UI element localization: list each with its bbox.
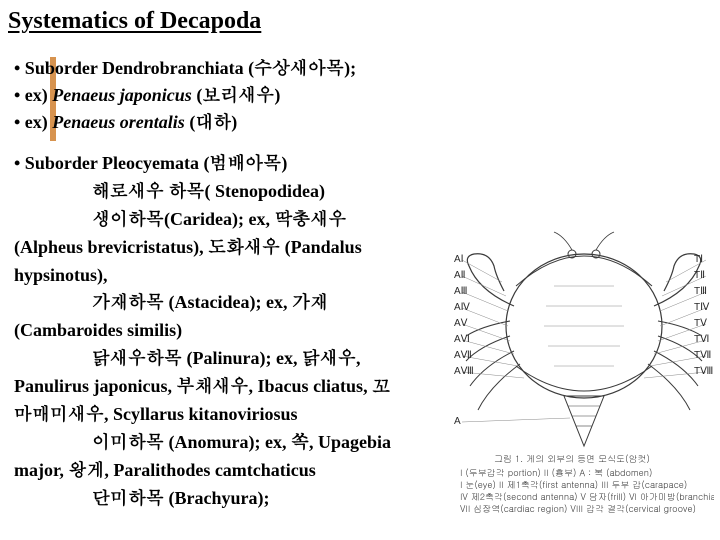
s2-l9: Panulirus japonicus, 부채새우, Ibacus cliatu… [14,373,458,401]
crab-illustration: AⅠ AⅡ AⅢ AⅣ AⅤ AⅥ AⅦ AⅧ A TⅠ TⅡ TⅢ TⅣ TⅤ… [454,196,714,526]
label-a4: AⅣ [454,302,471,313]
s2-l12: major, 왕게, Paralithodes camtchaticus [14,457,458,485]
label-a3: AⅢ [454,286,468,297]
s2-l10: 마매미새우, Scyllarus kitanoviriosus [14,401,458,429]
s2-l1: • Suborder Pleocyemata (범배아목) [14,150,458,178]
label-t7: TⅦ [694,350,711,361]
label-a2: AⅡ [454,270,466,281]
line2-post: (보리새우) [192,85,281,105]
line3-italic: Penaeus orentalis [52,112,185,132]
s2-l6: 가재하목 (Astacidea); ex, 가재 [14,289,458,317]
label-a6: AⅥ [454,334,470,345]
label-t8: TⅧ [694,366,713,377]
s2-l3: 생이하목(Caridea); ex, 딱총새우 [14,206,458,234]
s2-l13: 단미하목 (Brachyura); [14,485,458,513]
label-a: A [454,416,461,427]
section-dendrobranchiata: • Suborder Dendrobranchiata (수상새아목); • e… [8,55,712,136]
line3-post: (대하) [185,112,238,132]
bullet-line-1: • Suborder Dendrobranchiata (수상새아목); [14,55,712,82]
label-t1: TⅠ [694,254,703,265]
s2-l4: (Alpheus brevicristatus), 도화새우 (Pandalus [14,234,458,262]
bullet-line-2: • ex) Penaeus japonicus (보리새우) [14,82,712,109]
label-a1: AⅠ [454,254,464,265]
figure-caption-main: 그림 1. 게의 외부의 등면 모식도(암컷) [494,452,650,465]
label-t3: TⅢ [694,286,707,297]
s2-l7: (Cambaroides similis) [14,317,458,345]
line2-italic: Penaeus japonicus [52,85,192,105]
s2-l2: 해로새우 하목( Stenopodidea) [14,178,458,206]
label-a8: AⅧ [454,366,474,377]
label-a7: AⅦ [454,350,472,361]
bullet-line-3: • ex) Penaeus orentalis (대하) [14,109,712,136]
label-a5: AⅤ [454,318,468,329]
line3-pre: • ex) [14,112,52,132]
s2-l11: 이미하목 (Anomura); ex, 쏙, Upagebia [14,429,458,457]
line2-pre: • ex) [14,85,52,105]
s2-l8: 닭새우하목 (Palinura); ex, 닭새우, [14,345,458,373]
s2-l5: hypsinotus), [14,262,458,290]
figure-caption-4: VII 심장역(cardiac region) VIII 갑각 결각(cervi… [460,502,696,515]
section-pleocyemata: • Suborder Pleocyemata (범배아목) 해로새우 하목( S… [8,150,458,513]
page-title: Systematics of Decapoda [8,8,712,35]
label-t6: TⅥ [694,334,709,345]
label-t5: TⅤ [694,318,707,329]
label-t2: TⅡ [694,270,705,281]
label-t4: TⅣ [694,302,710,313]
